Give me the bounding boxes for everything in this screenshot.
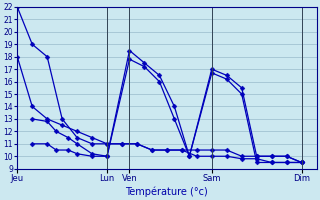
X-axis label: Température (°c): Température (°c) [125,186,208,197]
